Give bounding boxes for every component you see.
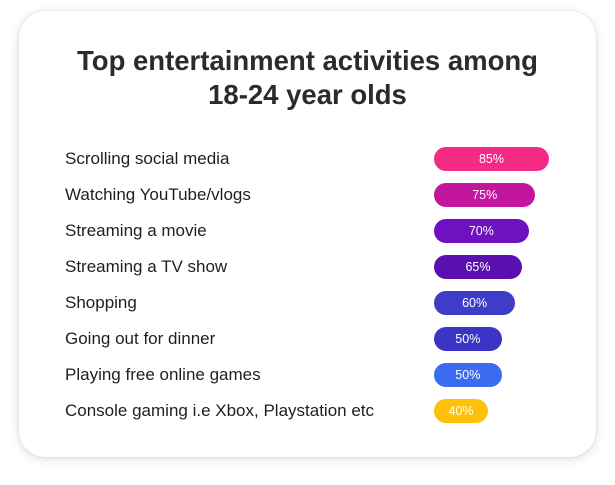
- chart-title: Top entertainment activities among 18-24…: [19, 44, 596, 112]
- bar-rows: Scrolling social media 85% Watching YouTub…: [19, 11, 596, 457]
- bar: 70%: [434, 219, 529, 243]
- category-label: Streaming a TV show: [65, 257, 228, 276]
- bar: 60%: [434, 291, 516, 315]
- chart-title-line-2: 18-24 year olds: [208, 79, 407, 110]
- bar-value-label: 85%: [478, 152, 505, 166]
- category-label: Console gaming i.e Xbox, Playstation etc: [65, 401, 375, 420]
- category-label: Scrolling social media: [65, 149, 230, 168]
- bar-value-label: 50%: [455, 332, 481, 346]
- bar-value-label: 50%: [455, 368, 481, 382]
- bar-value-label: 60%: [462, 296, 488, 310]
- bar: 85%: [434, 147, 549, 171]
- bar: 75%: [434, 183, 536, 207]
- bar: 50%: [434, 363, 502, 387]
- category-label: Watching YouTube/vlogs: [65, 185, 251, 204]
- bar: 65%: [434, 255, 522, 279]
- bar-value-label: 70%: [468, 224, 494, 238]
- bar: 40%: [434, 399, 489, 423]
- bar-value-label: 40%: [448, 404, 474, 418]
- category-label: Shopping: [65, 293, 137, 312]
- chart-title-line-1: Top entertainment activities among: [77, 45, 538, 76]
- category-label: Going out for dinner: [65, 329, 216, 348]
- bar-value-label: 65%: [465, 260, 491, 274]
- bar-value-label: 75%: [472, 188, 498, 202]
- category-label: Playing free online games: [65, 365, 261, 384]
- bar: 50%: [434, 327, 502, 351]
- category-label: Streaming a movie: [65, 221, 207, 240]
- chart-card: Top entertainment activities among 18-24…: [19, 11, 596, 457]
